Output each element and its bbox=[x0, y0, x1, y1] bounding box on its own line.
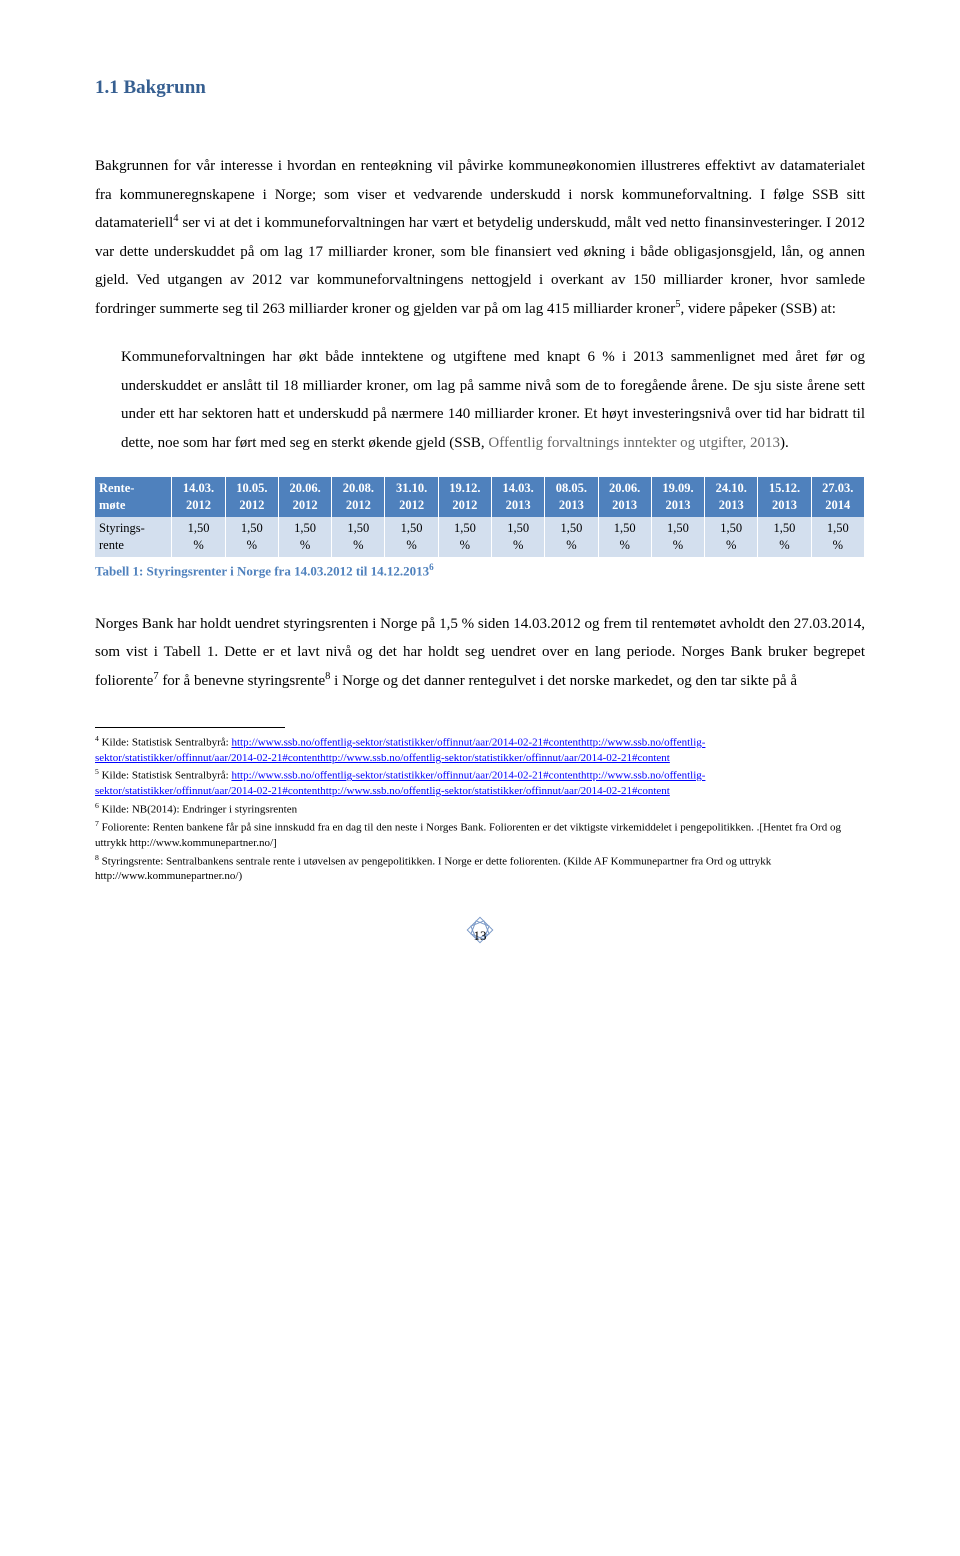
table-cell: 1,50% bbox=[278, 517, 331, 557]
footnote: 5 Kilde: Statistisk Sentralbyrå: http://… bbox=[95, 767, 865, 798]
table-header-cell: Rente-møte bbox=[95, 477, 172, 517]
table-cell: 1,50% bbox=[332, 517, 385, 557]
table-header-row: Rente-møte14.03.201210.05.201220.06.2012… bbox=[95, 477, 865, 517]
paragraph-1: Bakgrunnen for vår interesse i hvordan e… bbox=[95, 152, 865, 323]
table-header-cell: 20.06.2012 bbox=[278, 477, 331, 517]
table-cell: 1,50% bbox=[225, 517, 278, 557]
table-header-cell: 08.05.2013 bbox=[545, 477, 598, 517]
page-footer: 13 bbox=[95, 910, 865, 949]
table-header-cell: 19.12.2012 bbox=[438, 477, 491, 517]
footnote-rule bbox=[95, 727, 285, 728]
table-cell: 1,50% bbox=[438, 517, 491, 557]
table-cell: 1,50% bbox=[811, 517, 864, 557]
page-number: 13 bbox=[95, 924, 865, 949]
table-header-cell: 14.03.2013 bbox=[492, 477, 545, 517]
section-heading: 1.1 Bakgrunn bbox=[95, 70, 865, 106]
footnote: 7 Foliorente: Renten bankene får på sine… bbox=[95, 819, 865, 850]
table-header-cell: 27.03.2014 bbox=[811, 477, 864, 517]
table-cell: 1,50% bbox=[651, 517, 704, 557]
table-header-cell: 20.06.2013 bbox=[598, 477, 651, 517]
footnote: 8 Styringsrente: Sentralbankens sentrale… bbox=[95, 853, 865, 884]
table-header-cell: 15.12.2013 bbox=[758, 477, 811, 517]
table-cell: 1,50% bbox=[172, 517, 225, 557]
table-header-cell: 31.10.2012 bbox=[385, 477, 438, 517]
table-header-cell: 19.09.2013 bbox=[651, 477, 704, 517]
footnote: 4 Kilde: Statistisk Sentralbyrå: http://… bbox=[95, 734, 865, 765]
table-header-cell: 14.03.2012 bbox=[172, 477, 225, 517]
paragraph-2: Kommuneforvaltningen har økt både inntek… bbox=[121, 343, 865, 457]
footnotes: 4 Kilde: Statistisk Sentralbyrå: http://… bbox=[95, 734, 865, 884]
table-header-cell: 20.08.2012 bbox=[332, 477, 385, 517]
table-header-cell: 24.10.2013 bbox=[705, 477, 758, 517]
table-row: Styrings-rente1,50%1,50%1,50%1,50%1,50%1… bbox=[95, 517, 865, 557]
table-cell: Styrings-rente bbox=[95, 517, 172, 557]
paragraph-3: Norges Bank har holdt uendret styringsre… bbox=[95, 610, 865, 696]
table-caption: Tabell 1: Styringsrenter i Norge fra 14.… bbox=[95, 559, 865, 584]
table-cell: 1,50% bbox=[705, 517, 758, 557]
table-cell: 1,50% bbox=[385, 517, 438, 557]
table-cell: 1,50% bbox=[545, 517, 598, 557]
rates-table: Rente-møte14.03.201210.05.201220.06.2012… bbox=[95, 477, 865, 557]
table-cell: 1,50% bbox=[598, 517, 651, 557]
table-cell: 1,50% bbox=[492, 517, 545, 557]
table-header-cell: 10.05.2012 bbox=[225, 477, 278, 517]
table-cell: 1,50% bbox=[758, 517, 811, 557]
footnote: 6 Kilde: NB(2014): Endringer i styringsr… bbox=[95, 801, 865, 818]
